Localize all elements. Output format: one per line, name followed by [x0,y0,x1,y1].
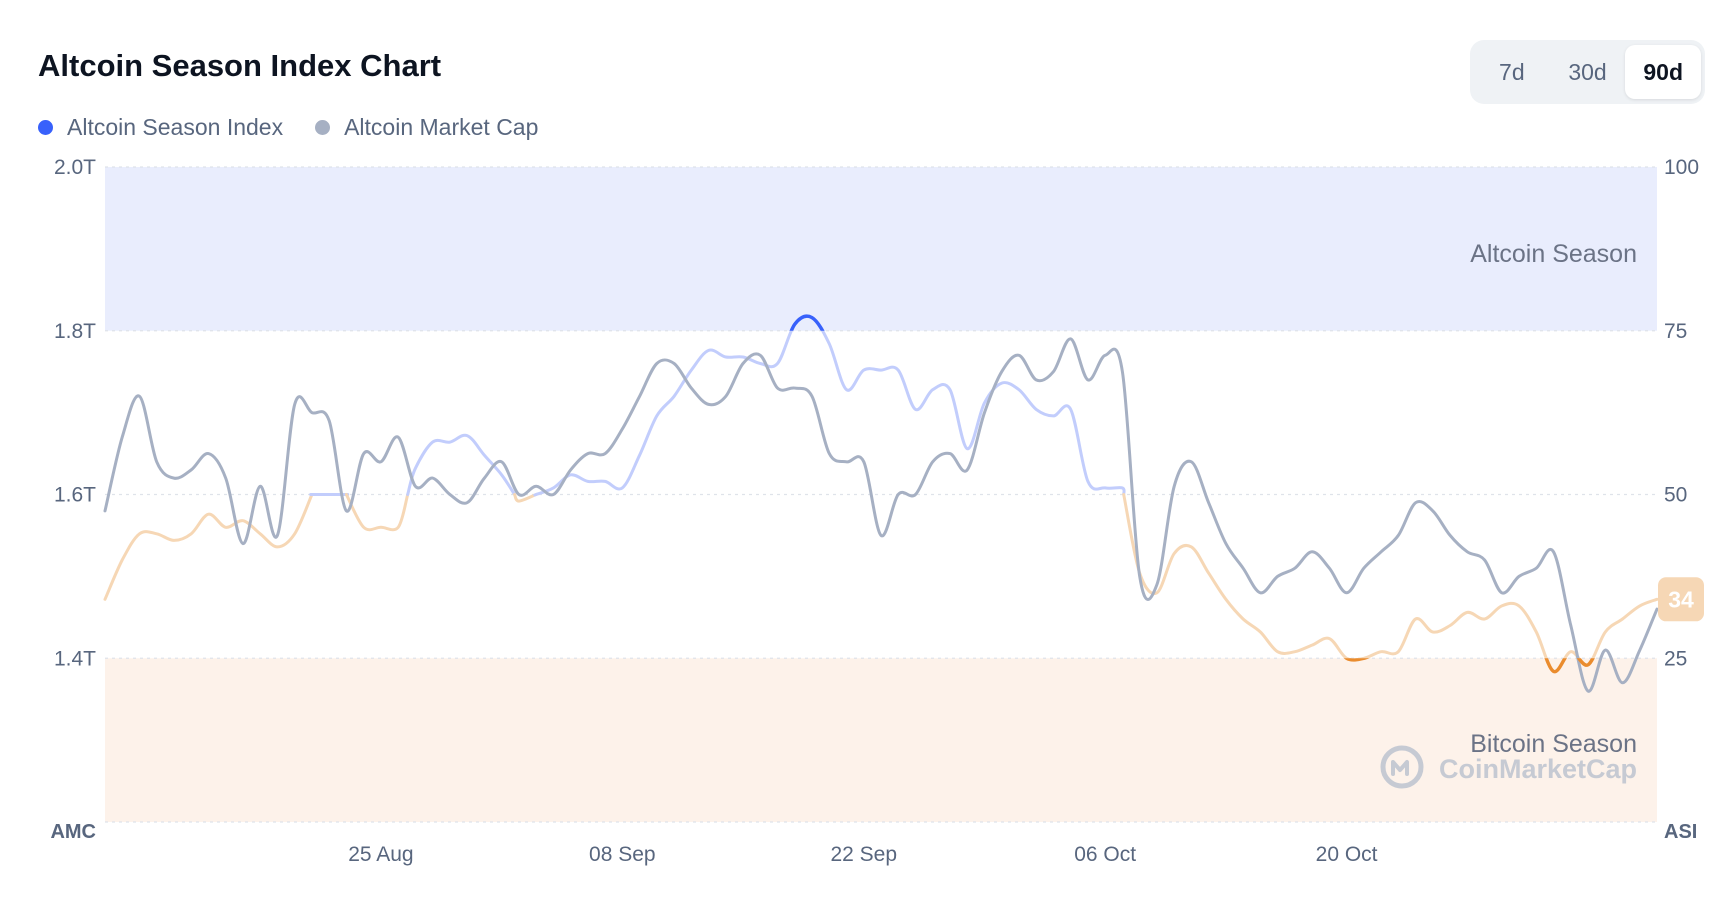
current-value-badge-box [1658,577,1704,622]
legend-item-altcoin-market-cap[interactable]: Altcoin Market Cap [315,114,538,141]
right-axis-tick-label: 75 [1664,320,1687,343]
left-axis-tick-label: 1.6T [54,484,96,507]
altcoin-season-index-line [344,493,410,532]
right-axis-tick-label: 100 [1664,156,1699,179]
bitcoin-season-zone [105,658,1657,822]
legend-label: Altcoin Season Index [67,114,284,140]
left-axis-tick-label: 2.0T [54,156,96,179]
altcoin-season-label: Altcoin Season [1470,240,1637,268]
right-axis-tick-label: 50 [1664,484,1687,507]
legend-label: Altcoin Market Cap [344,114,539,140]
bitcoin-season-label: Bitcoin Season [1470,730,1637,758]
x-axis-tick-label: 22 Sep [830,843,897,866]
left-axis-tick-label: 1.8T [54,320,96,343]
right-axis-tick-label: 25 [1664,647,1687,670]
altcoin-season-index-line [1122,493,1659,674]
tab-7d[interactable]: 7d [1499,58,1525,85]
tab-90d[interactable]: 90d [1625,45,1702,99]
legend-dot-icon [38,120,53,135]
x-axis-tick-label: 06 Oct [1074,843,1136,866]
page-title: Altcoin Season Index Chart [38,48,442,83]
coinmarketcap-logo-icon [1380,745,1424,789]
x-axis-tick-label: 08 Sep [589,843,656,866]
series-layer [103,314,1659,693]
tab-30d[interactable]: 30d [1568,58,1607,85]
legend-dot-icon [315,120,331,135]
altcoin-season-index-line [533,314,1126,497]
left-axis-tick-label: 1.4T [54,647,96,670]
right-axis: 100 75 50 25 [1664,156,1699,670]
left-axis-id: AMC [50,821,96,843]
altcoin-season-index-line [103,493,314,601]
left-axis: 2.0T 1.8T 1.6T 1.4T [54,156,96,670]
altcoin-season-zone [105,167,1657,331]
x-axis: 25 Aug 08 Sep 22 Sep 06 Oct 20 Oct [348,843,1377,866]
watermark-text: CoinMarketCap [1439,754,1637,784]
x-axis-tick-label: 25 Aug [348,843,413,866]
altcoin-season-index-line [513,493,538,503]
coinmarketcap-watermark: CoinMarketCap [1380,745,1637,789]
time-range-selector: 7d 30d 90d [1470,40,1705,104]
legend-item-altcoin-season-index[interactable]: Altcoin Season Index [38,114,283,141]
altcoin-season-index-line [406,433,517,496]
altcoin-market-cap-line [103,337,1659,693]
right-axis-id: ASI [1664,821,1697,843]
x-axis-tick-label: 20 Oct [1316,843,1378,866]
chart-legend: Altcoin Season Index Altcoin Market Cap [38,114,538,141]
current-value-badge: 34 [1658,577,1704,622]
current-value-badge-text: 34 [1668,586,1694,612]
